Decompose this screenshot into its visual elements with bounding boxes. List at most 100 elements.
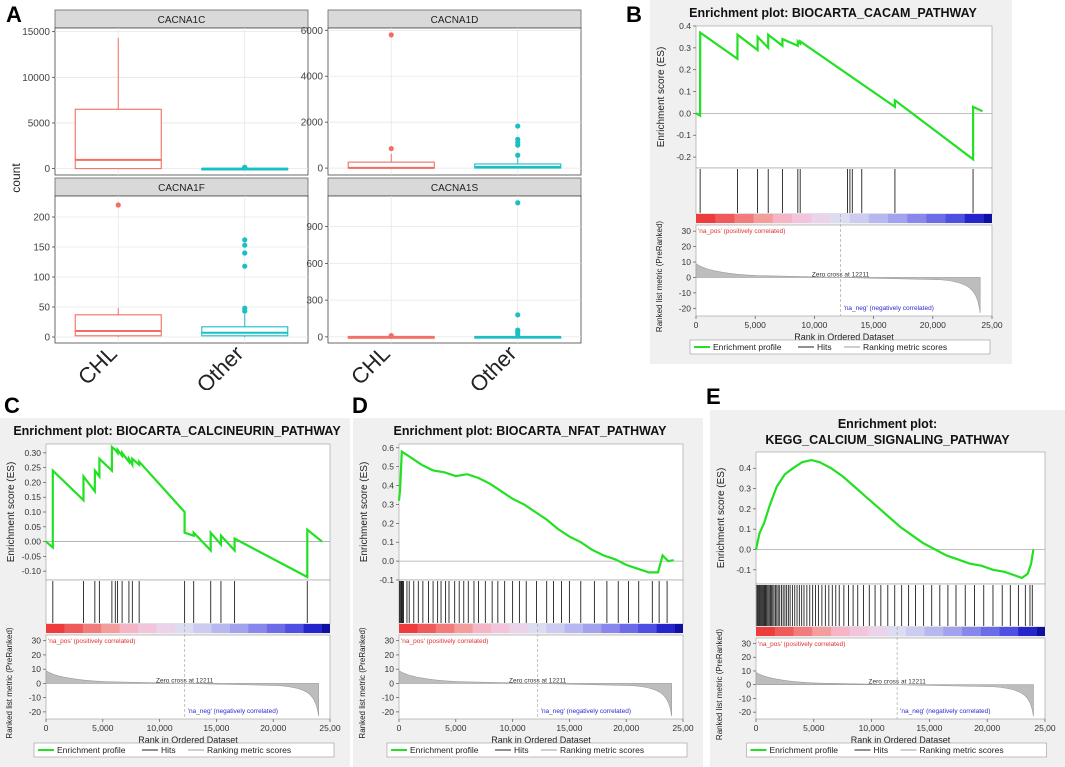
x-axis-label: Rank in Ordered Dataset <box>491 735 591 745</box>
ranking-color-segment <box>417 624 437 633</box>
legend-label-metric: Ranking metric scores <box>863 342 947 352</box>
ranking-color-segment <box>888 214 908 223</box>
box-outlier <box>515 200 521 206</box>
metric-axis-label: Ranked list metric (PreRanked) <box>655 221 664 332</box>
ranking-color-segment <box>868 627 888 636</box>
x-tick-label: 10,000 <box>500 723 526 733</box>
ranking-color-segment <box>454 624 474 633</box>
x-tick-label: 10,000 <box>801 320 827 330</box>
zero-cross-label: Zero cross at 12211 <box>509 677 567 684</box>
enrichment-profile-line <box>397 449 675 574</box>
metric-axis-label: Ranked list metric (PreRanked) <box>715 629 724 740</box>
y-tick-label: 0.3 <box>382 499 394 509</box>
hits-area <box>45 579 331 625</box>
box-outlier <box>515 136 521 142</box>
es-plot-area <box>695 25 993 169</box>
ranking-color-segment <box>156 624 176 633</box>
y-axis-label: Enrichment score (ES) <box>359 462 370 563</box>
es-plot-area <box>755 451 1046 585</box>
x-tick-label: 25,00 <box>1034 723 1056 733</box>
negative-label: 'na_neg' (negatively correlated) <box>188 708 278 715</box>
chart-title: Enrichment plot: <box>838 417 937 431</box>
metric-tick-label: 20 <box>385 650 395 660</box>
legend-label-metric: Ranking metric scores <box>207 745 291 755</box>
zero-cross-label: Zero cross at 12211 <box>868 679 926 686</box>
ranking-color-segment <box>945 214 966 223</box>
box-outlier <box>515 123 521 129</box>
ranking-color-segment <box>1018 627 1038 636</box>
metric-tick-label: 10 <box>682 257 692 267</box>
panel-letter-d: D <box>352 393 368 418</box>
metric-tick-label: 10 <box>742 666 752 676</box>
ranking-color-segment <box>619 624 639 633</box>
metric-area <box>695 224 993 317</box>
metric-tick-label: -20 <box>29 707 42 717</box>
metric-tick-label: -10 <box>679 288 692 298</box>
x-tick-label: 20,000 <box>613 723 639 733</box>
y-axis-label: Enrichment score (ES) <box>6 462 17 563</box>
ranking-color-segment <box>696 214 716 223</box>
box-outlier <box>388 32 394 38</box>
x-tick-label: 25,00 <box>672 723 694 733</box>
y-tick-label: 5000 <box>28 118 51 129</box>
ranking-metric-area <box>45 670 319 717</box>
ranking-color-segment <box>962 627 982 636</box>
metric-tick-label: 30 <box>385 636 395 646</box>
ranking-color-segment <box>46 624 65 633</box>
box-outlier <box>242 242 248 248</box>
y-tick-label: -0.1 <box>736 565 751 575</box>
y-tick-label: 0.0 <box>739 544 751 554</box>
x-tick-label: 0 <box>397 723 402 733</box>
ranking-color-segment <box>812 627 832 636</box>
y-tick-label: 0 <box>317 332 323 343</box>
metric-tick-label: 0 <box>746 680 751 690</box>
y-tick-label: 0.4 <box>739 463 751 473</box>
legend-label-hits: Hits <box>514 745 529 755</box>
y-tick-label: 0 <box>317 164 323 175</box>
y-tick-label: 0.30 <box>24 448 41 458</box>
es-plot-area <box>45 443 331 581</box>
ranking-color-segment <box>964 214 985 223</box>
x-tick-label: 20,000 <box>974 723 1000 733</box>
panel-letter-c: C <box>4 393 20 418</box>
y-tick-label: 0.2 <box>679 65 691 75</box>
ranking-color-segment <box>943 627 963 636</box>
y-tick-label: 0.20 <box>24 477 41 487</box>
enrichment-profile-line <box>695 30 983 162</box>
facet-title: CACNA1S <box>431 183 479 194</box>
x-tick-label: 5,000 <box>745 320 767 330</box>
ranking-color-segment <box>772 214 793 223</box>
x-tick-label: 25,00 <box>319 723 341 733</box>
metric-tick-label: 30 <box>742 638 752 648</box>
y-tick-label: 0.6 <box>382 443 394 453</box>
box-iqr <box>201 326 289 337</box>
x-tick-label: 0 <box>694 320 699 330</box>
facet-title: CACNA1F <box>158 183 205 194</box>
y-tick-label: -0.1 <box>379 575 394 585</box>
y-tick-label: 0.1 <box>382 537 394 547</box>
enrichment-plot-cacam: Enrichment plot: BIOCARTA_CACAM_PATHWAY0… <box>650 0 1012 364</box>
ranking-color-segment <box>868 214 889 223</box>
x-tick-label: 25,00 <box>981 320 1003 330</box>
legend-label-profile: Enrichment profile <box>713 342 782 352</box>
box-iqr <box>74 314 162 337</box>
chart-title: Enrichment plot: BIOCARTA_NFAT_PATHWAY <box>394 424 668 438</box>
box-outlier <box>242 263 248 269</box>
metric-area <box>45 634 331 720</box>
ranking-color-segment <box>509 624 529 633</box>
ranking-color-segment <box>734 214 755 223</box>
ranking-color-segment <box>924 627 944 636</box>
box-outlier <box>515 327 521 333</box>
negative-label: 'na_neg' (negatively correlated) <box>541 708 631 715</box>
x-tick-label: 0 <box>44 723 49 733</box>
metric-tick-label: 0 <box>686 272 691 282</box>
y-tick-label: 0.2 <box>382 518 394 528</box>
ranking-color-segment <box>756 627 776 636</box>
metric-tick-label: -20 <box>382 707 395 717</box>
metric-tick-label: 10 <box>385 664 395 674</box>
enrichment-plot-nfat: Enrichment plot: BIOCARTA_NFAT_PATHWAY0.… <box>353 418 703 767</box>
y-tick-label: 10000 <box>22 73 50 84</box>
y-tick-label: 600 <box>306 259 323 270</box>
y-tick-label: 0.1 <box>679 87 691 97</box>
y-tick-label: 0.00 <box>24 537 41 547</box>
